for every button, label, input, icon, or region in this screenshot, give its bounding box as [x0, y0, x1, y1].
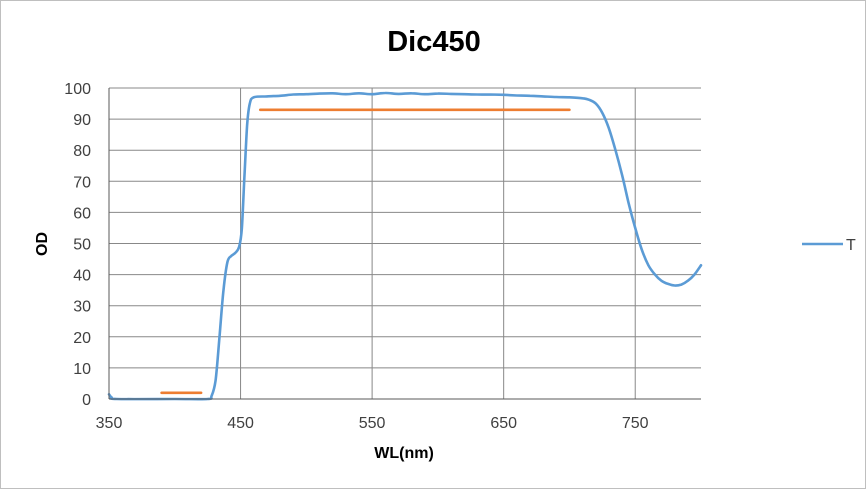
y-tick-label: 0 — [82, 392, 91, 409]
y-tick-label: 40 — [73, 268, 91, 285]
gridlines — [109, 87, 701, 399]
chart-title: Dic450 — [387, 26, 481, 58]
x-tick-label: 650 — [490, 415, 517, 432]
y-tick-label: 60 — [73, 205, 91, 222]
y-tick-label: 20 — [73, 330, 91, 347]
x-tick-label: 450 — [227, 415, 254, 432]
series-lines — [107, 91, 703, 401]
series-line-1 — [107, 91, 703, 401]
y-tick-label: 50 — [73, 237, 91, 254]
x-tick-label: 350 — [96, 415, 123, 432]
y-tick-label: 70 — [73, 174, 91, 191]
y-tick-label: 80 — [73, 143, 91, 160]
y-tick-label: 100 — [64, 81, 91, 98]
axes: 0 10 20 30 40 50 60 70 80 90 100 350 450 550 650 750 — [64, 81, 701, 432]
y-tick-label: 10 — [73, 361, 91, 378]
x-axis-title: WL(nm) — [374, 445, 434, 462]
legend-label: T — [846, 237, 856, 254]
legend: T — [802, 237, 856, 254]
y-tick-label: 30 — [73, 299, 91, 316]
y-axis-title: OD — [34, 232, 51, 256]
y-tick-label: 90 — [73, 112, 91, 129]
x-tick-label: 550 — [359, 415, 386, 432]
x-tick-label: 750 — [622, 415, 649, 432]
